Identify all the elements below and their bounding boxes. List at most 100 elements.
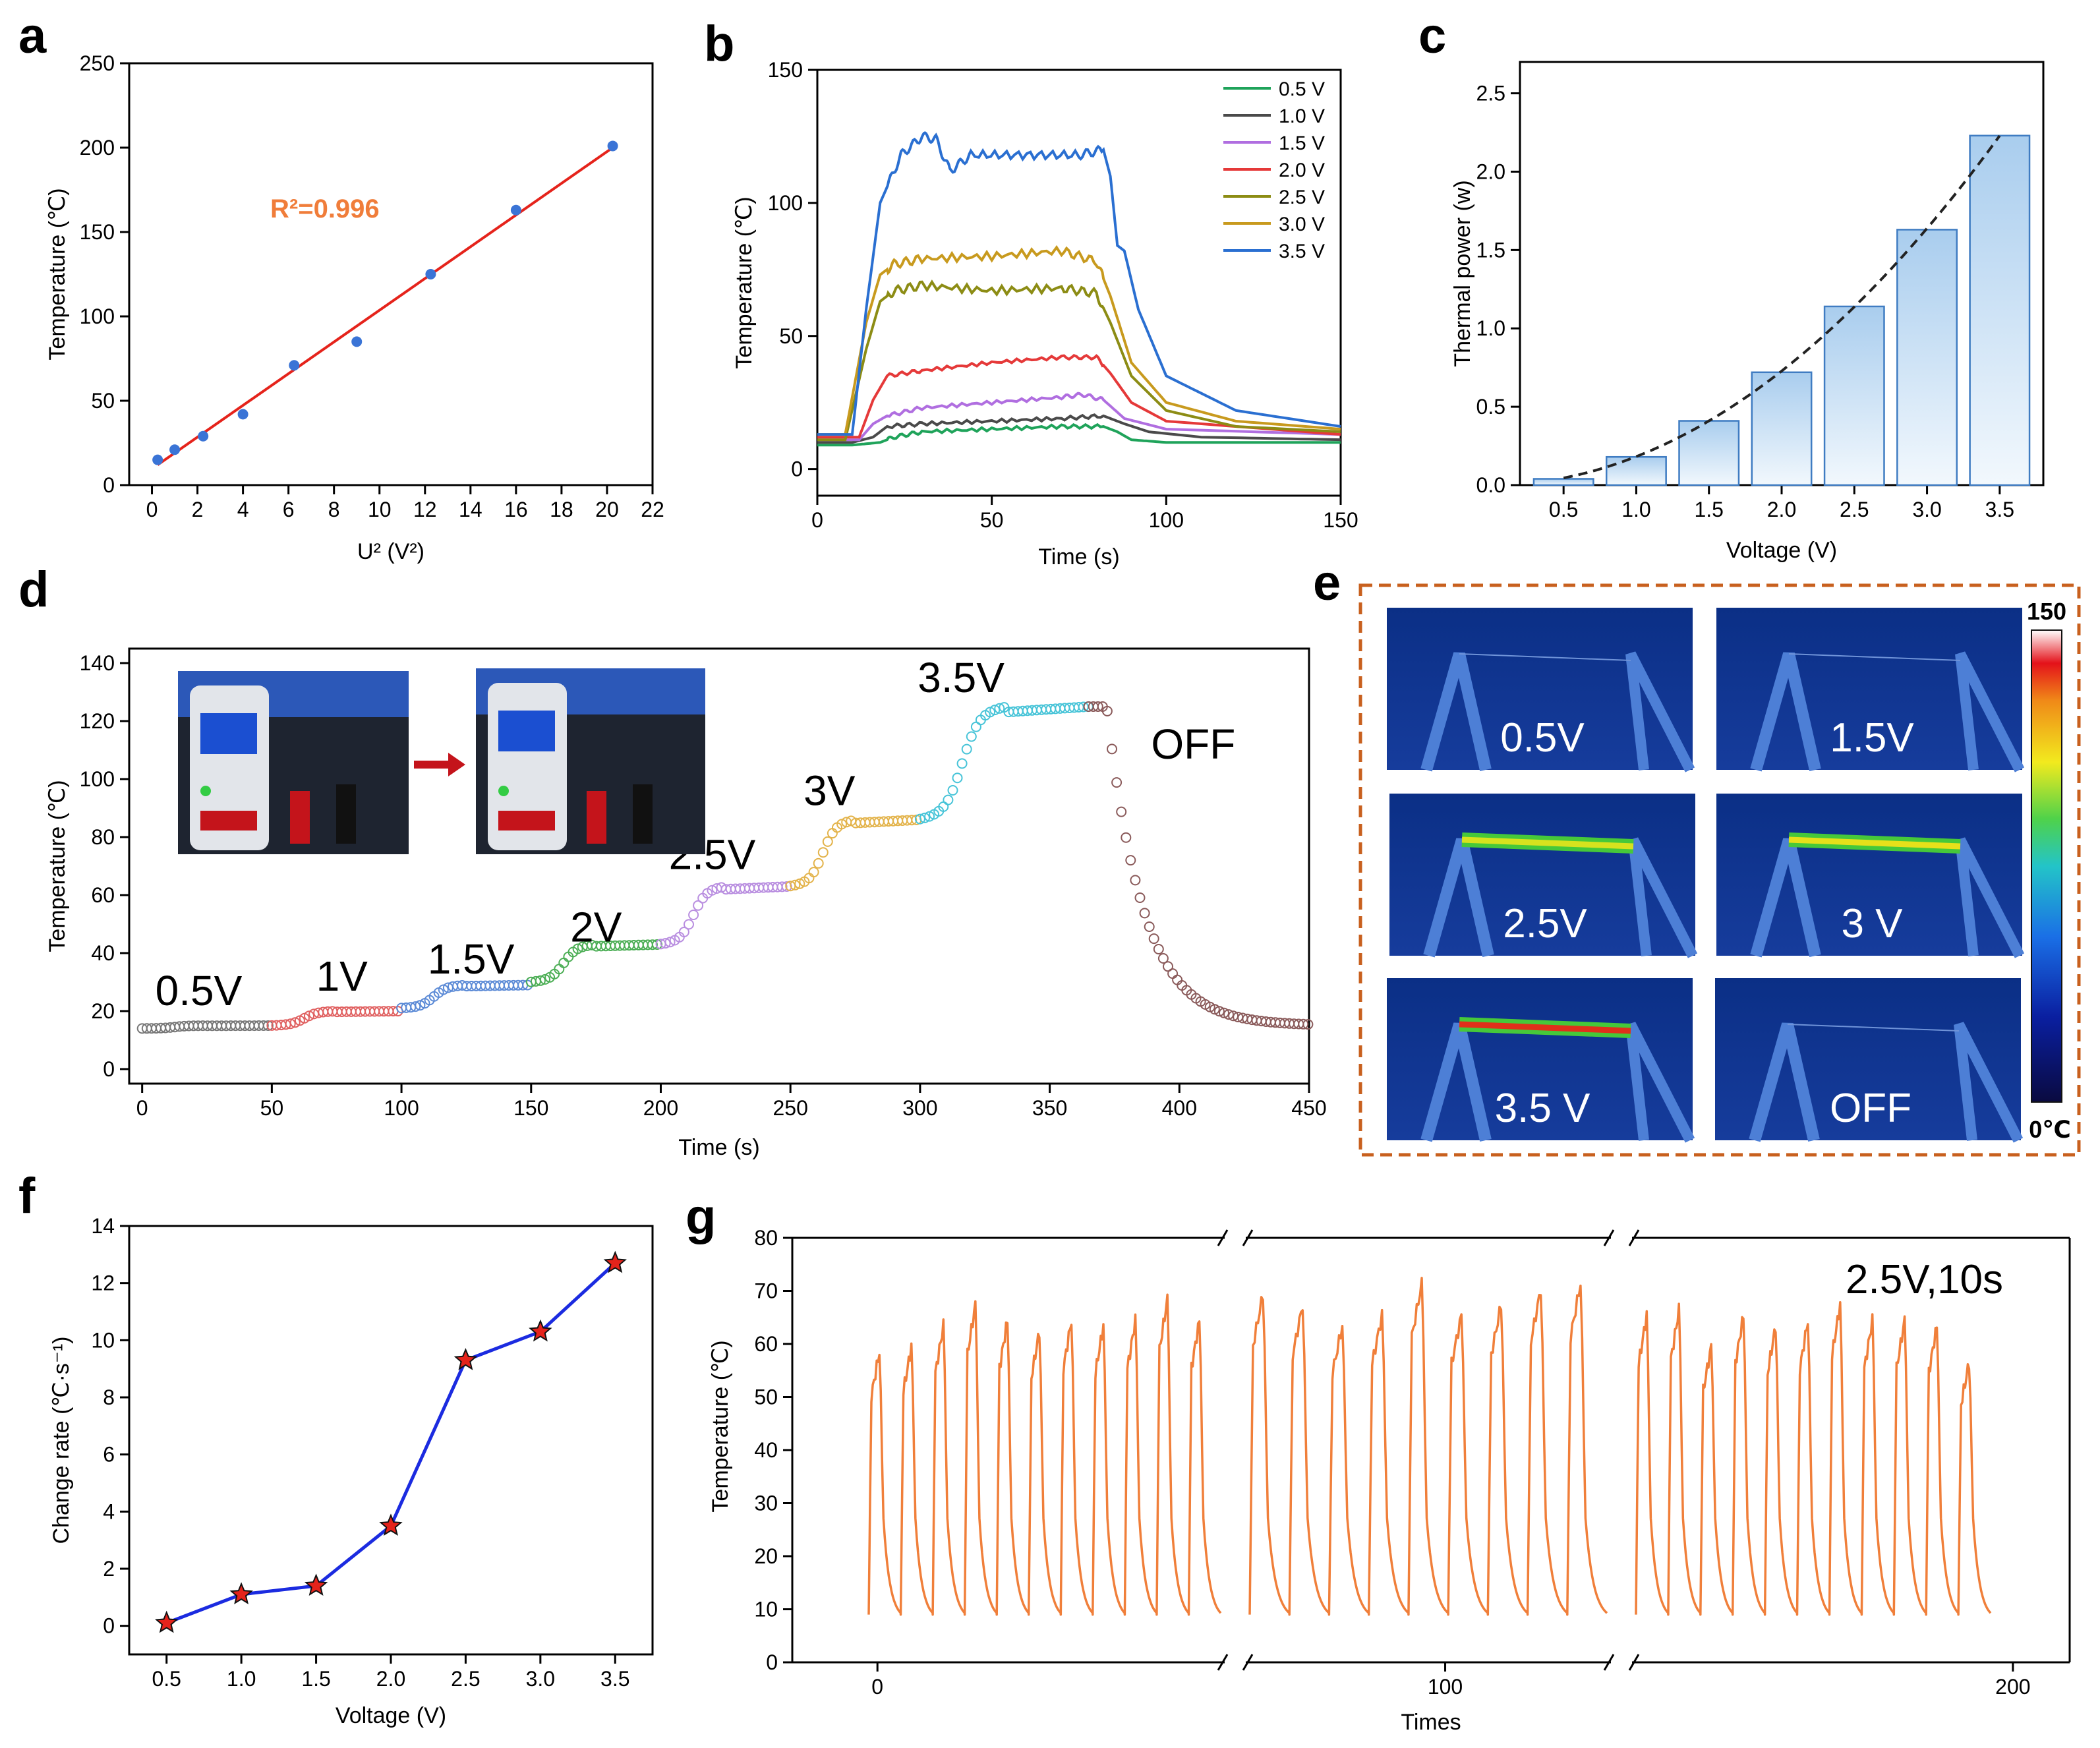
data-point [425,269,436,279]
panel-e: 0.5V 1.5V 2.5V 3 V 3.5 V OFF 150 0℃ [1358,583,2081,1157]
data-point [813,858,824,869]
step-label: 2V [570,903,622,950]
series-line [817,413,1341,444]
legend-label: 2.5 V [1279,187,1325,208]
inset-arrow [414,753,465,776]
cold-wire [1788,653,1961,661]
y-tick-label: 100 [80,767,115,791]
bar [1751,371,1813,486]
thermal-tile-label: 1.5V [1830,715,1914,761]
y-axis-label-f: Change rate (℃·s⁻¹) [49,1337,74,1544]
data-point [607,140,618,152]
thermal-tile-label: 2.5V [1503,901,1587,947]
y-tick-label: 20 [754,1544,778,1568]
x-tick-label: 400 [1162,1096,1197,1120]
data-point [1219,1007,1229,1018]
panel-d: 0 50 100 150 200 250 300 350 400 450 0 20 40 60 80 100 1… [45,647,1327,1160]
x-axis-label-a: U² (V²) [357,539,424,564]
inset-photo-before [178,671,409,854]
panel-label-f: f [18,1168,36,1224]
data-point [776,881,788,892]
data-point [1163,961,1173,972]
data-point [1144,921,1155,932]
clip-shape [1954,1022,2024,1143]
step-label: 1V [316,952,368,1000]
data-point [529,1319,552,1342]
x-tick-label: 2.0 [1767,498,1796,521]
data-points-f [155,1250,627,1633]
data-point [1298,1018,1309,1030]
y-tick-label: 0.0 [1476,473,1505,497]
x-axis-label-f: Voltage (V) [335,1703,446,1728]
x-tick-label: 22 [641,498,664,521]
step-label: 3.5V [918,654,1005,701]
axis-ticks-b: 0 50 100 150 0 50 100 150 [768,58,1358,532]
x-tick-label: 250 [773,1096,807,1120]
x-tick-label: 0 [136,1096,148,1120]
panel-label-c: c [1418,8,1446,64]
series-line [817,245,1341,436]
series-line [817,392,1341,442]
heated-wire [1788,836,1961,850]
y-tick-label: 0 [103,1614,115,1638]
fit-line [157,146,614,466]
data-point [169,444,181,455]
cycling-condition-annotation: 2.5V,10s [1846,1257,2003,1302]
data-point [229,1582,253,1605]
y-tick-label: 2 [103,1557,115,1581]
bar [1605,455,1667,486]
x-tick-label: 3.0 [1912,498,1941,521]
bars-c [1532,134,2031,486]
data-point [956,758,968,769]
y-tick-label: 2.5 [1476,82,1505,105]
axis-ticks-f: 0.5 1.0 1.5 2.0 2.5 3.0 3.5 0 2 4 6 8 10 12 14 [91,1214,629,1691]
data-points-a [152,140,618,465]
step-label: 1.5V [428,935,515,983]
legend-label: 3.5 V [1279,241,1325,262]
y-tick-label: 30 [754,1492,778,1515]
data-point [1092,701,1103,712]
data-point [994,703,1005,714]
data-point [285,1018,296,1030]
bar [1896,229,1958,486]
x-axis-label-g: Times [1401,1710,1461,1735]
x-tick-label: 1.5 [301,1667,330,1691]
data-point [1111,777,1123,788]
x-tick-label: 2 [192,498,204,521]
x-axis-label-b: Time (s) [1038,544,1119,569]
data-point [906,815,918,826]
data-point [914,813,925,825]
axis-ticks-g: 0 100 200 0 10 20 30 40 50 60 70 80 [754,1226,2030,1699]
y-tick-label: 150 [80,220,115,244]
y-tick-label: 40 [754,1438,778,1462]
thermal-border [1358,583,2081,1157]
y-tick-label: 14 [91,1214,115,1238]
data-point [678,927,689,937]
x-tick-label: 12 [413,498,437,521]
data-point [603,1250,627,1273]
clip-shape [1625,651,1695,772]
data-point [1223,1009,1234,1020]
legend-label: 1.5 V [1279,132,1325,154]
data-point [961,743,972,755]
data-point [693,900,704,911]
y-tick-label: 0 [103,1057,115,1081]
data-point [1153,944,1164,954]
data-point [943,794,954,805]
rate-line [165,1262,616,1625]
data-point [664,937,676,948]
data-point [1209,1004,1220,1015]
y-tick-label: 0 [766,1650,778,1674]
y-tick-label: 60 [91,883,115,907]
panel-a: 0 2 4 6 8 10 12 14 16 18 20 22 0 50 100 150 200 250 R²=0.… [45,51,664,564]
x-tick-label: 3.0 [526,1667,555,1691]
x-tick-label: 50 [980,508,1004,532]
data-point [289,1017,301,1028]
y-tick-label: 100 [80,305,115,328]
data-point [304,1573,328,1596]
y-tick-label: 140 [80,651,115,675]
legend-label: 2.0 V [1279,160,1325,181]
data-point [1125,855,1136,866]
